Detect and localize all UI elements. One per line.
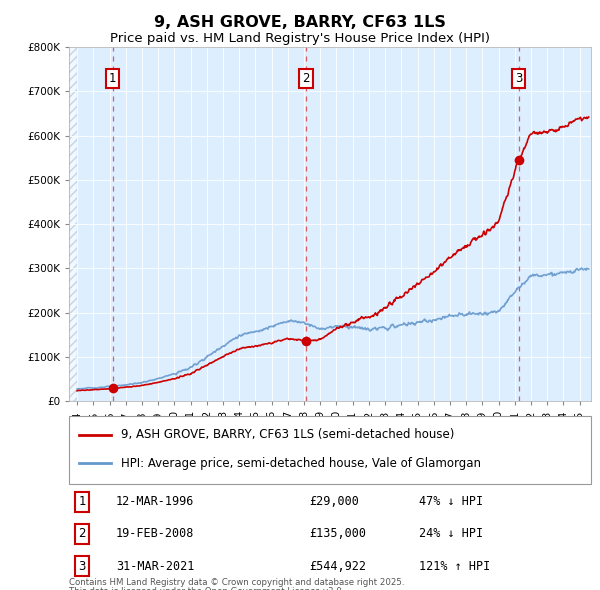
Bar [69, 47, 77, 401]
Text: Price paid vs. HM Land Registry's House Price Index (HPI): Price paid vs. HM Land Registry's House … [110, 32, 490, 45]
Text: 9, ASH GROVE, BARRY, CF63 1LS (semi-detached house): 9, ASH GROVE, BARRY, CF63 1LS (semi-deta… [121, 428, 455, 441]
Text: 1: 1 [109, 71, 116, 85]
Text: 121% ↑ HPI: 121% ↑ HPI [419, 559, 490, 572]
Text: 19-FEB-2008: 19-FEB-2008 [116, 527, 194, 540]
Text: £135,000: £135,000 [309, 527, 366, 540]
Text: 3: 3 [79, 559, 86, 572]
Text: £29,000: £29,000 [309, 496, 359, 509]
Text: 9, ASH GROVE, BARRY, CF63 1LS: 9, ASH GROVE, BARRY, CF63 1LS [154, 15, 446, 30]
Text: £544,922: £544,922 [309, 559, 366, 572]
Text: 24% ↓ HPI: 24% ↓ HPI [419, 527, 483, 540]
Text: 1: 1 [78, 496, 86, 509]
Text: 2: 2 [302, 71, 310, 85]
Text: 12-MAR-1996: 12-MAR-1996 [116, 496, 194, 509]
Text: 31-MAR-2021: 31-MAR-2021 [116, 559, 194, 572]
Text: Contains HM Land Registry data © Crown copyright and database right 2025.: Contains HM Land Registry data © Crown c… [69, 578, 404, 587]
Text: 3: 3 [515, 71, 523, 85]
FancyBboxPatch shape [69, 416, 591, 484]
Text: HPI: Average price, semi-detached house, Vale of Glamorgan: HPI: Average price, semi-detached house,… [121, 457, 481, 470]
Text: 2: 2 [78, 527, 86, 540]
Text: This data is licensed under the Open Government Licence v3.0.: This data is licensed under the Open Gov… [69, 587, 344, 590]
Text: 47% ↓ HPI: 47% ↓ HPI [419, 496, 483, 509]
